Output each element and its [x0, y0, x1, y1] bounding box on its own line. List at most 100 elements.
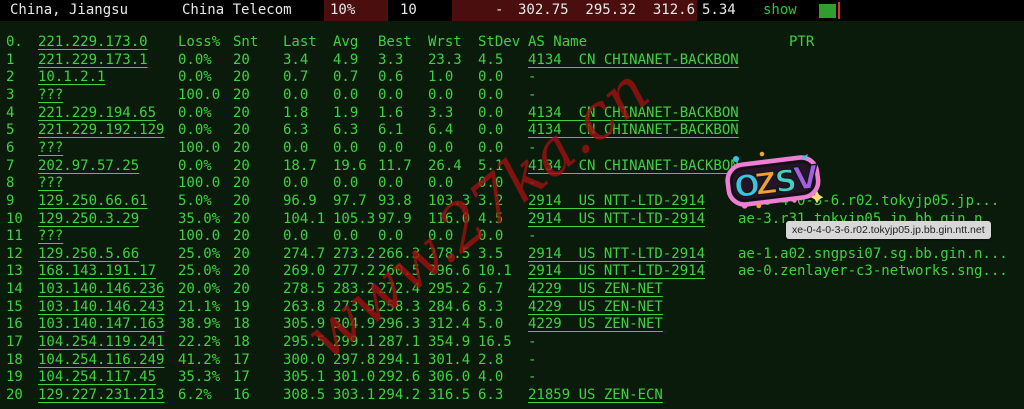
snt-value: 20: [233, 245, 250, 262]
stdev-value: 4.0: [478, 369, 504, 386]
best-value: 292.6: [378, 369, 421, 386]
ip-link[interactable]: 103.140.146.243: [38, 298, 165, 315]
stdev-value: 3.2: [478, 192, 504, 209]
ip-link[interactable]: ???: [38, 86, 64, 103]
as-name-link[interactable]: 2914 US NTT-LTD-2914: [528, 210, 706, 227]
header-avg: Avg: [333, 34, 359, 50]
ip-link[interactable]: 104.254.117.45: [38, 369, 157, 386]
ip-link[interactable]: ???: [38, 228, 64, 245]
ip-link[interactable]: 103.140.146.236: [38, 281, 165, 298]
ip-link[interactable]: 221.229.192.129: [38, 122, 165, 139]
ip-link[interactable]: 10.1.2.1: [38, 69, 106, 86]
last-value: 3.4: [283, 51, 309, 68]
best-value: 97.9: [378, 210, 412, 227]
snt-value: 20: [233, 210, 250, 227]
snt-value: 20: [233, 228, 250, 245]
ip-link[interactable]: 129.250.66.61: [38, 192, 148, 209]
last-value: 0.0: [283, 175, 309, 192]
ip-link[interactable]: 221.229.194.65: [38, 104, 157, 121]
ptr-hover-tooltip: xe-0-4-0-3-6.r02.tokyjp05.jp.bb.gin.ntt.…: [786, 221, 991, 239]
loss-value: 0.0%: [178, 122, 212, 139]
hop-row-1: 1 221.229.173.1 0.0% 20 3.4 4.9 3.3 23.3 4.5 4134…: [0, 52, 1024, 70]
wrst-value: 295.2: [428, 281, 471, 298]
hop-row-6: 6??? 100.0 20 0.0 0.0 0.0 0.0 0.0 -: [0, 140, 1024, 158]
show-link[interactable]: show: [763, 2, 797, 18]
ip-link[interactable]: 129.250.3.29: [38, 210, 140, 227]
snt-value: 20: [233, 122, 250, 139]
avg-value: 283.2: [333, 281, 376, 298]
hop-value: 19: [6, 369, 23, 386]
ip-link[interactable]: 104.254.116.249: [38, 351, 165, 368]
hop-row-9: 9 129.250.66.61 5.0% 20 96.9 97.7 93.8 103.3 3.2…: [0, 193, 1024, 211]
last-value: 300.0: [283, 351, 326, 368]
hop-row-16: 16 103.140.147.163 38.9% 18 305.9 304.9 296.3 3…: [0, 316, 1024, 334]
ip-link[interactable]: ???: [38, 139, 64, 156]
summary-loss-value: 10%: [330, 2, 356, 18]
stats-cell-background: [452, 0, 697, 21]
avg-value: 297.8: [333, 351, 376, 368]
as-name-link[interactable]: 4134 CN CHINANET-BACKBON: [528, 122, 739, 139]
hop-value: 6: [6, 139, 15, 156]
wrst-value: 0.0: [428, 86, 454, 103]
as-name-link[interactable]: 2914 US NTT-LTD-2914: [528, 192, 706, 209]
avg-value: 0.7: [333, 69, 359, 86]
snt-value: 20: [233, 139, 250, 156]
best-value: 0.6: [378, 69, 404, 86]
loss-value: 100.0: [178, 139, 221, 156]
as-name-link[interactable]: 4134 CN CHINANET-BACKBON: [528, 157, 739, 174]
as-name-link[interactable]: 21859 US ZEN-ECN: [528, 387, 663, 403]
svg-text:Z: Z: [753, 166, 779, 203]
ip-link[interactable]: 103.140.147.163: [38, 316, 165, 333]
as-name-link[interactable]: 4229 US ZEN-NET: [528, 298, 663, 315]
ip-link[interactable]: 202.97.57.25: [38, 157, 140, 174]
wrst-value: 3.3: [428, 104, 454, 121]
loss-value: 22.2%: [178, 334, 221, 351]
header-source-ip-link[interactable]: 221.229.173.0: [38, 34, 148, 50]
as-name-link[interactable]: 2914 US NTT-LTD-2914: [528, 263, 706, 280]
wrst-value: 0.0: [428, 139, 454, 156]
ip-link[interactable]: 104.254.119.241: [38, 334, 165, 351]
best-value: 0.0: [378, 228, 404, 245]
ip-link[interactable]: 168.143.191.17: [38, 263, 157, 280]
ip-link[interactable]: 221.229.173.1: [38, 51, 148, 68]
svg-text:S: S: [773, 163, 799, 200]
stdev-value: 8.3: [478, 298, 504, 315]
hop-value: 14: [6, 281, 23, 298]
sticker-confetti-dot: [733, 156, 739, 162]
last-value: 0.0: [283, 139, 309, 156]
best-value: 1.6: [378, 104, 404, 121]
as-name-link[interactable]: 2914 US NTT-LTD-2914: [528, 245, 706, 262]
hop-row-12: 12 129.250.5.66 25.0% 20 274.7 273.2 266.3 278.…: [0, 246, 1024, 264]
loss-value: 38.9%: [178, 316, 221, 333]
avg-value: 97.7: [333, 192, 367, 209]
loss-value: 20.0%: [178, 281, 221, 298]
as-name-link[interactable]: 4134 CN CHINANET-BACKBON: [528, 51, 739, 68]
header-ptr: PTR: [789, 34, 815, 50]
best-value: 0.0: [378, 139, 404, 156]
wrst-value: 284.6: [428, 298, 471, 315]
avg-value: 6.3: [333, 122, 359, 139]
ip-link[interactable]: ???: [38, 175, 64, 192]
as-name-value: -: [528, 334, 537, 351]
snt-value: 20: [233, 281, 250, 298]
last-value: 295.5: [283, 334, 326, 351]
snt-value: 20: [233, 175, 250, 192]
ip-link[interactable]: 129.227.231.213: [38, 387, 165, 403]
as-name-link[interactable]: 4134 CN CHINANET-BACKBON: [528, 104, 739, 121]
as-name-value: -: [528, 175, 537, 192]
as-name-value: -: [528, 228, 537, 245]
ip-link[interactable]: 129.250.5.66: [38, 245, 140, 262]
as-name-link[interactable]: 4229 US ZEN-NET: [528, 281, 663, 298]
last-value: 18.7: [283, 157, 317, 174]
last-value: 305.1: [283, 369, 326, 386]
loss-value: 100.0: [178, 228, 221, 245]
hop-value: 20: [6, 387, 23, 403]
best-value: 11.7: [378, 157, 412, 174]
best-value: 6.1: [378, 122, 404, 139]
as-name-link[interactable]: 4229 US ZEN-NET: [528, 316, 663, 333]
wrst-value: 26.4: [428, 157, 462, 174]
snt-value: 19: [233, 298, 250, 315]
header-loss: Loss%: [178, 34, 221, 50]
hop-value: 15: [6, 298, 23, 315]
avg-value: 0.0: [333, 139, 359, 156]
